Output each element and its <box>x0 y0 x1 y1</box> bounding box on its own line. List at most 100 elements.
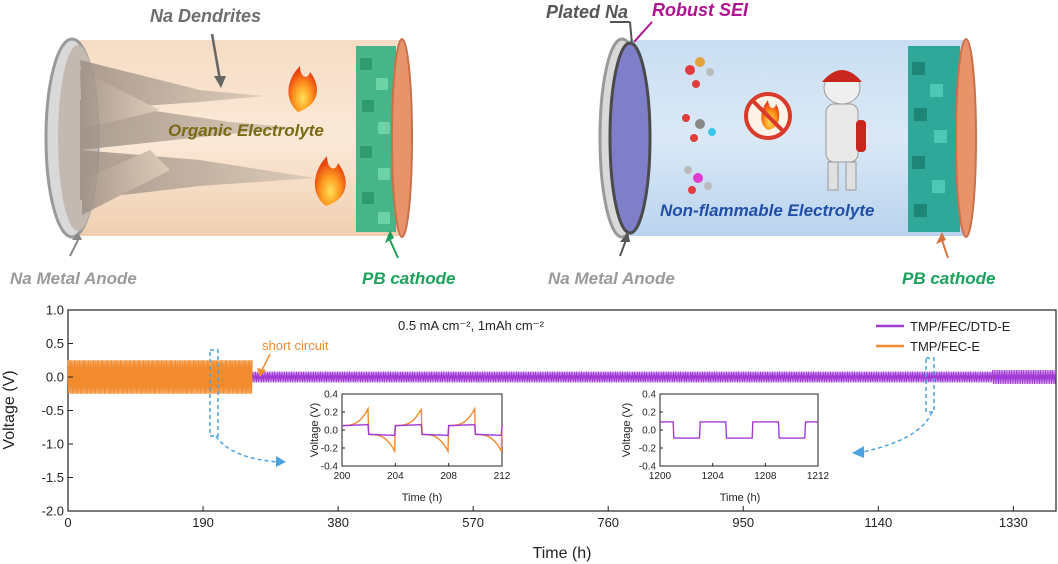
main-legend: TMP/FEC/DTD-E TMP/FEC-E <box>876 319 1011 354</box>
no-fire-icon <box>744 92 792 140</box>
y-tick-label: -0.2 <box>639 444 657 455</box>
inset-left-axes: 200 204 208 212 0.4 0.2 0.0 -0.2 -0.4 <box>321 390 511 483</box>
y-tick-label: -0.4 <box>639 462 657 473</box>
label-organic-electrolyte: Organic Electrolyte <box>168 121 324 140</box>
zoom-arrow-right <box>861 411 933 453</box>
x-tick-label: 1208 <box>754 471 777 482</box>
short-circuit-annotation: short circuit <box>262 338 329 353</box>
inset-left-series <box>342 406 503 454</box>
right-schematic: Plated Na Robust SEI Non-flammable Elect… <box>546 0 996 288</box>
legend-label-dtd: TMP/FEC/DTD-E <box>910 319 1011 334</box>
main-axes-group: 0 190 380 570 760 950 1140 1330 1.0 0.5 0.0 -0.5 -1.… <box>42 303 1028 530</box>
y-tick-label: 0.4 <box>324 390 338 401</box>
molecule-icons <box>682 57 716 194</box>
zoom-box-left <box>209 349 219 437</box>
y-tick-label: 0.5 <box>46 336 64 351</box>
inset-right-series <box>660 421 818 439</box>
arrowhead-icon <box>620 232 630 242</box>
x-tick-label: 190 <box>192 515 214 530</box>
label-left-na-anode: Na Metal Anode <box>10 269 137 288</box>
short-circuit-pointer <box>261 353 271 371</box>
x-tick-label: 0 <box>64 515 71 530</box>
pb-cathode-cubes-right <box>908 46 960 232</box>
y-tick-label: -1.5 <box>42 470 64 485</box>
x-tick-label: 380 <box>327 515 349 530</box>
x-tick-label: 760 <box>597 515 619 530</box>
y-tick-label: -0.5 <box>42 403 64 418</box>
flame-icon <box>314 156 346 206</box>
y-tick-label: 0.0 <box>642 426 656 437</box>
firefighter-icon <box>822 70 866 191</box>
arrowhead-icon <box>385 230 394 243</box>
x-tick-label: 208 <box>440 471 457 482</box>
label-robust-sei: Robust SEI <box>652 0 749 20</box>
x-tick-label: 950 <box>732 515 754 530</box>
label-nonflammable-electrolyte: Non-flammable Electrolyte <box>660 201 874 220</box>
y-tick-label: -1.0 <box>42 437 64 452</box>
inset-left: 200 204 208 212 0.4 0.2 0.0 -0.2 -0.4 Time (h) V… <box>309 390 511 505</box>
flame-icon <box>288 66 318 112</box>
y-tick-label: 0.0 <box>324 426 338 437</box>
main-chart: 0 190 380 570 760 950 1140 1330 1.0 0.5 0.0 -0.5 -1.… <box>1 303 1057 562</box>
left-schematic: Na Dendrites Organic Electrolyte Na Meta… <box>10 6 456 288</box>
inset-right: 1200 1204 1208 1212 0.4 0.2 0.0 -0.2 -0.4 Time (… <box>621 390 830 505</box>
y-tick-label: 0.0 <box>46 370 64 385</box>
x-tick-label: 570 <box>462 515 484 530</box>
na-dendrites <box>80 60 315 215</box>
x-tick-label: 1140 <box>864 515 892 530</box>
label-right-na-anode: Na Metal Anode <box>548 269 675 288</box>
x-tick-label: 1212 <box>807 471 830 482</box>
main-plot-frame <box>67 309 1057 512</box>
inset-left-line-dtd <box>342 423 503 437</box>
y-tick-label: 0.2 <box>642 408 656 419</box>
x-tick-label: 1200 <box>649 471 672 482</box>
x-tick-label: 1330 <box>999 515 1028 530</box>
arrowhead-icon <box>72 232 82 240</box>
series-line-fec <box>67 360 253 394</box>
left-cathode-disc <box>391 38 413 238</box>
left-cathode-pointer <box>389 239 399 259</box>
inset-right-line-dtd <box>660 421 818 439</box>
y-tick-label: 0.4 <box>642 390 656 401</box>
x-tick-label: 1204 <box>702 471 725 482</box>
inset-right-x-label: Time (h) <box>720 492 761 504</box>
label-na-dendrites: Na Dendrites <box>150 6 261 26</box>
inset-left-y-label: Voltage (V) <box>309 403 321 457</box>
main-x-axis-label: Time (h) <box>533 545 592 562</box>
zoom-arrow-left <box>215 435 279 463</box>
x-tick-label: 212 <box>494 471 511 482</box>
right-cathode-disc <box>955 38 977 238</box>
y-tick-label: 0.2 <box>324 408 338 419</box>
legend-label-fec: TMP/FEC-E <box>910 339 980 354</box>
plated-na-pointer-drop <box>629 21 633 45</box>
inset-right-axes: 1200 1204 1208 1212 0.4 0.2 0.0 -0.2 -0.4 <box>639 390 830 483</box>
x-tick-label: 200 <box>334 471 351 482</box>
dendrite-pointer-arrow <box>210 33 222 81</box>
inset-right-bg <box>660 394 818 466</box>
arrowhead-icon <box>257 368 266 377</box>
plated-na-layer <box>608 41 652 235</box>
arrowhead-icon <box>214 76 226 88</box>
arrowhead-icon <box>276 456 286 467</box>
left-anode-pointer <box>69 239 79 257</box>
robust-sei-pointer <box>633 21 653 43</box>
y-tick-label: -0.2 <box>321 444 339 455</box>
main-series-group <box>67 360 1057 394</box>
condition-note: 0.5 mA cm⁻², 1mAh cm⁻² <box>398 318 545 333</box>
arrowhead-icon <box>852 446 864 458</box>
right-cathode-pointer <box>941 239 949 259</box>
pb-cathode-cubes <box>356 46 396 232</box>
arrowhead-icon <box>936 232 946 244</box>
main-y-axis-label: Voltage (V) <box>1 370 18 449</box>
label-right-pb-cathode: PB cathode <box>902 269 996 288</box>
label-plated-na: Plated Na <box>546 2 628 22</box>
zoom-box-right <box>925 357 935 413</box>
right-anode-pointer <box>619 239 627 257</box>
y-tick-label: 1.0 <box>46 303 64 318</box>
x-tick-label: 204 <box>387 471 404 482</box>
inset-right-y-label: Voltage (V) <box>621 403 633 457</box>
label-left-pb-cathode: PB cathode <box>362 269 456 288</box>
y-tick-label: -2.0 <box>42 504 64 519</box>
y-tick-label: -0.4 <box>321 462 339 473</box>
